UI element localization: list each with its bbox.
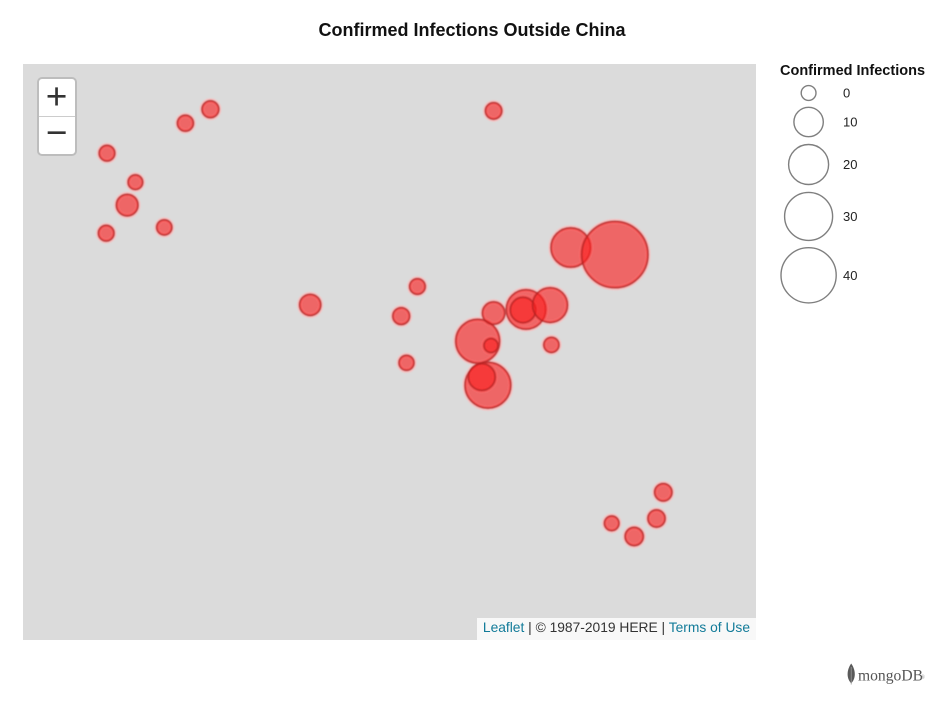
- svg-text:Confirmed Infections: Confirmed Infections: [780, 63, 925, 79]
- svg-text:®: ®: [921, 674, 926, 681]
- svg-text:40: 40: [843, 268, 857, 283]
- svg-text:30: 30: [843, 209, 857, 224]
- svg-text:0: 0: [843, 86, 850, 101]
- svg-text:10: 10: [843, 115, 857, 130]
- svg-text:20: 20: [843, 157, 857, 172]
- svg-text:mongoDB: mongoDB: [858, 668, 923, 685]
